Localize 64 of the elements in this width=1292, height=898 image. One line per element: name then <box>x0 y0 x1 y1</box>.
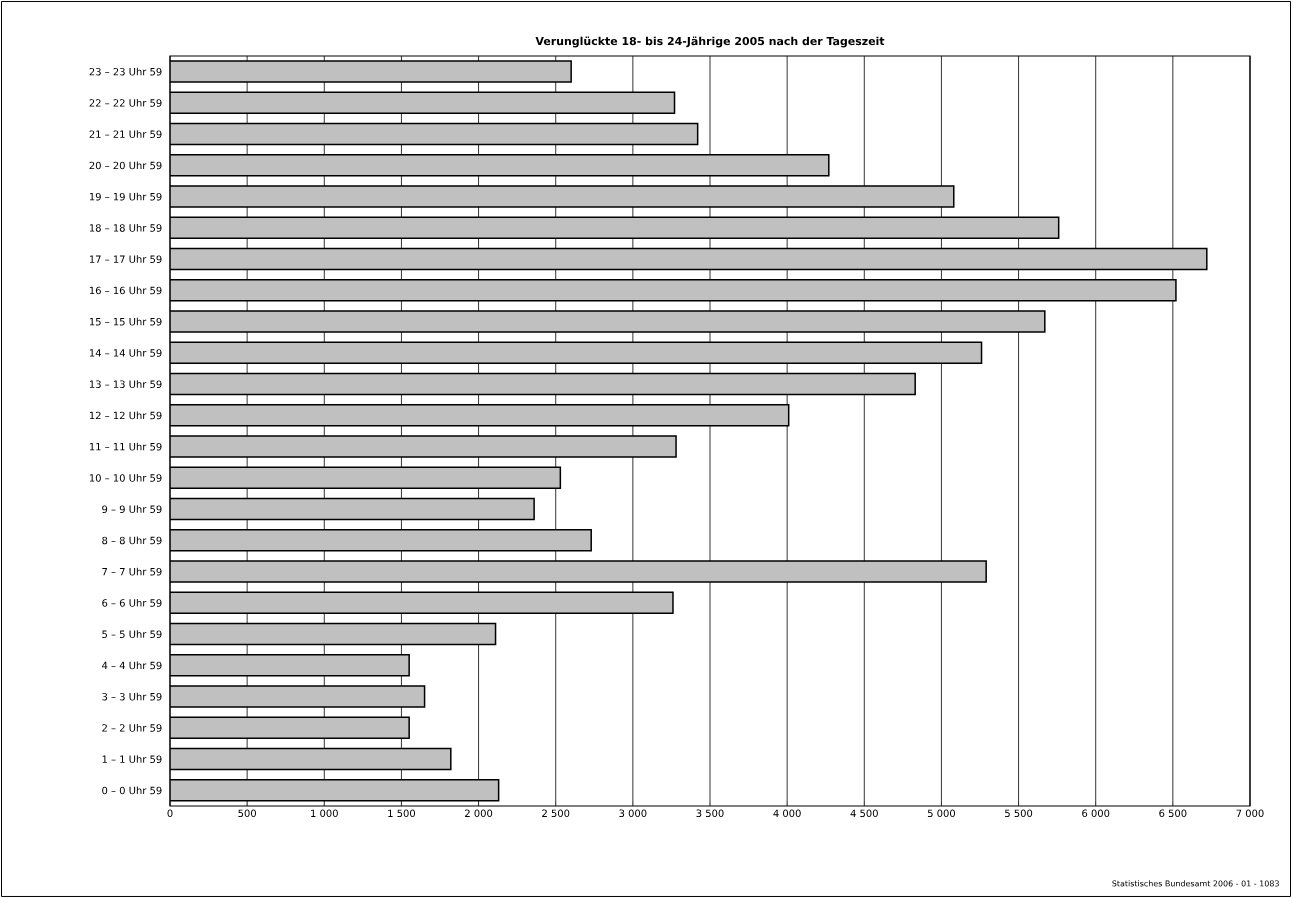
y-tick-label: 22 – 22 Uhr 59 <box>89 98 162 107</box>
x-tick-label: 6 000 <box>1082 809 1110 818</box>
x-tick-label: 500 <box>238 809 256 818</box>
bar <box>170 372 916 396</box>
bar <box>170 466 562 490</box>
x-tick-label: 1 000 <box>311 809 338 818</box>
x-tick-label: 2 500 <box>542 809 570 818</box>
y-tick-label: 9 – 9 Uhr 59 <box>102 505 162 513</box>
bar <box>170 747 452 771</box>
y-tick-label: 20 – 20 Uhr 59 <box>89 161 162 170</box>
y-tick-label: 8 – 8 Uhr 59 <box>102 536 162 545</box>
bar <box>170 622 497 646</box>
y-tick-label: 1 – 1 Uhr 59 <box>102 755 162 763</box>
y-tick-label: 7 – 7 Uhr 59 <box>102 567 162 576</box>
bar <box>170 497 535 521</box>
x-tick-label: 4 500 <box>850 809 878 818</box>
x-tick-label: 7 000 <box>1236 809 1264 818</box>
y-tick-label: 17 – 17 Uhr 59 <box>89 255 162 263</box>
y-tick-label: 16 – 16 Uhr 59 <box>89 286 162 295</box>
bar <box>170 560 987 583</box>
x-tick-label: 6 500 <box>1159 809 1187 818</box>
y-tick-label: 21 – 21 Uhr 59 <box>89 130 162 138</box>
y-tick-label: 19 – 19 Uhr 59 <box>89 192 162 201</box>
y-tick-label: 3 – 3 Uhr 59 <box>102 692 162 701</box>
y-tick-label: 6 – 6 Uhr 59 <box>102 598 162 607</box>
chart-title: Verunglückte 18- bis 24-Jährige 2005 nach der Tageszeit <box>535 36 885 48</box>
x-tick-label: 5 000 <box>927 809 956 818</box>
bar <box>170 404 790 427</box>
bar <box>170 654 410 677</box>
bar <box>170 91 676 115</box>
y-tick-label: 4 – 4 Uhr 59 <box>102 661 162 670</box>
x-tick-label: 3 500 <box>696 809 724 818</box>
bar <box>170 279 1177 302</box>
y-tick-label: 14 – 14 Uhr 59 <box>89 348 162 357</box>
x-tick-label: 1 500 <box>388 809 416 818</box>
x-tick-label: 3 000 <box>619 809 647 818</box>
bar <box>170 529 592 552</box>
x-tick-label: 4 000 <box>773 809 801 818</box>
y-tick-label: 5 – 5 Uhr 59 <box>102 630 162 638</box>
y-tick-label: 11 – 11 Uhr 59 <box>89 442 162 451</box>
bar <box>170 216 1060 240</box>
bar <box>170 591 674 615</box>
bar <box>170 122 699 146</box>
y-tick-label: 12 – 12 Uhr 59 <box>89 411 162 420</box>
x-tick-label: 0 <box>167 809 173 818</box>
y-tick-label: 15 – 15 Uhr 59 <box>89 317 162 326</box>
x-tick-label: 2 000 <box>465 809 493 818</box>
bar <box>170 779 500 802</box>
bar <box>170 435 677 458</box>
bar <box>170 247 1208 271</box>
bar <box>170 185 955 208</box>
y-tick-label: 18 – 18 Uhr 59 <box>89 223 162 232</box>
y-tick-label: 0 – 0 Uhr 59 <box>102 786 162 795</box>
bar <box>170 685 426 708</box>
bar <box>170 154 830 177</box>
bar <box>170 310 1046 333</box>
bar <box>170 716 410 740</box>
y-tick-label: 13 – 13 Uhr 59 <box>89 380 162 388</box>
bar <box>170 60 572 83</box>
x-tick-label: 5 500 <box>1005 809 1033 818</box>
y-tick-label: 10 – 10 Uhr 59 <box>89 473 162 482</box>
y-tick-label: 2 – 2 Uhr 59 <box>102 723 162 732</box>
bar <box>170 341 983 365</box>
y-tick-label: 23 – 23 Uhr 59 <box>89 67 162 76</box>
